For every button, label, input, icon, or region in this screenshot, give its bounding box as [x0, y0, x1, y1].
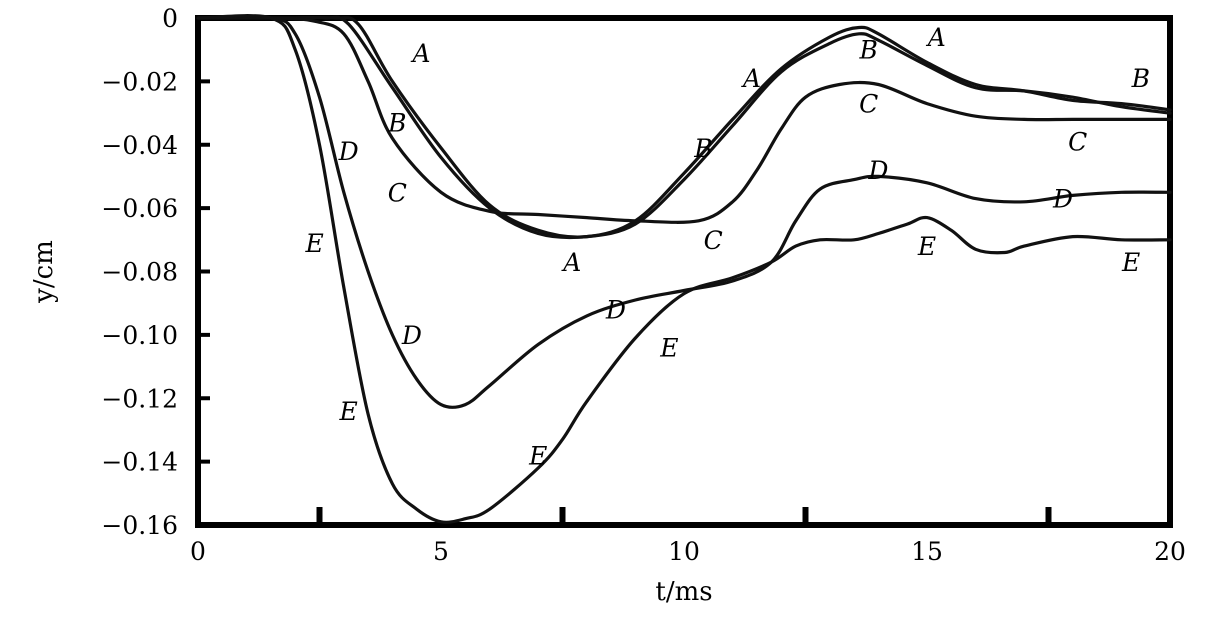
x-tick-label: 20 [1154, 537, 1186, 566]
curve-label-e: E [659, 334, 678, 363]
curve-label-e: E [305, 229, 324, 258]
series-line-c [196, 16, 1172, 224]
y-tick-label: −0.02 [101, 67, 178, 96]
curves [196, 14, 1172, 524]
curve-label-a: A [741, 64, 761, 93]
curve-label-c: C [388, 178, 407, 207]
curve-label-b: B [1131, 64, 1150, 93]
y-tick-label: −0.04 [101, 131, 178, 160]
curve-label-c: C [859, 90, 878, 119]
y-tick-label: −0.06 [101, 194, 178, 223]
curve-label-a: A [926, 23, 946, 52]
curve-label-d: D [401, 321, 422, 350]
curve-label-d: D [1052, 185, 1073, 214]
series-line-a [196, 15, 1172, 239]
curve-label-b: B [387, 109, 406, 138]
x-tick-label: 15 [911, 537, 943, 566]
curve-label-c: C [1068, 128, 1087, 157]
y-tick-label: −0.16 [101, 511, 178, 540]
x-tick-label: 10 [668, 537, 700, 566]
x-tick-label: 0 [190, 537, 206, 566]
y-axis-label: y/cm [29, 240, 59, 304]
series-line-d [196, 15, 1172, 409]
curve-label-b: B [693, 134, 712, 163]
x-axis-label: t/ms [655, 577, 712, 607]
series-line-e [196, 14, 1172, 524]
curve-label-e: E [528, 441, 547, 470]
curve-label-e: E [1121, 248, 1140, 277]
y-tick-label: 0 [162, 4, 178, 33]
y-tick-label: −0.12 [101, 384, 178, 413]
y-tick-label: −0.08 [101, 258, 178, 287]
curve-label-d: D [605, 296, 626, 325]
curve-label-a: A [411, 39, 431, 68]
curve-label-e: E [339, 397, 358, 426]
series-line-b [196, 15, 1172, 240]
x-tick-label: 5 [433, 537, 449, 566]
curve-label-b: B [858, 36, 877, 65]
curve-label-a: A [561, 248, 581, 277]
curve-label-c: C [704, 226, 723, 255]
curve-label-e: E [917, 232, 936, 261]
ticks: 0 5 10 15 20 0 −0.02 −0.04 −0.06 −0.08 −0.10 −0.12 −… [101, 4, 1186, 566]
y-tick-label: −0.14 [101, 448, 178, 477]
curve-label-d: D [338, 137, 359, 166]
y-tick-label: −0.10 [101, 321, 178, 350]
curve-label-d: D [867, 156, 888, 185]
